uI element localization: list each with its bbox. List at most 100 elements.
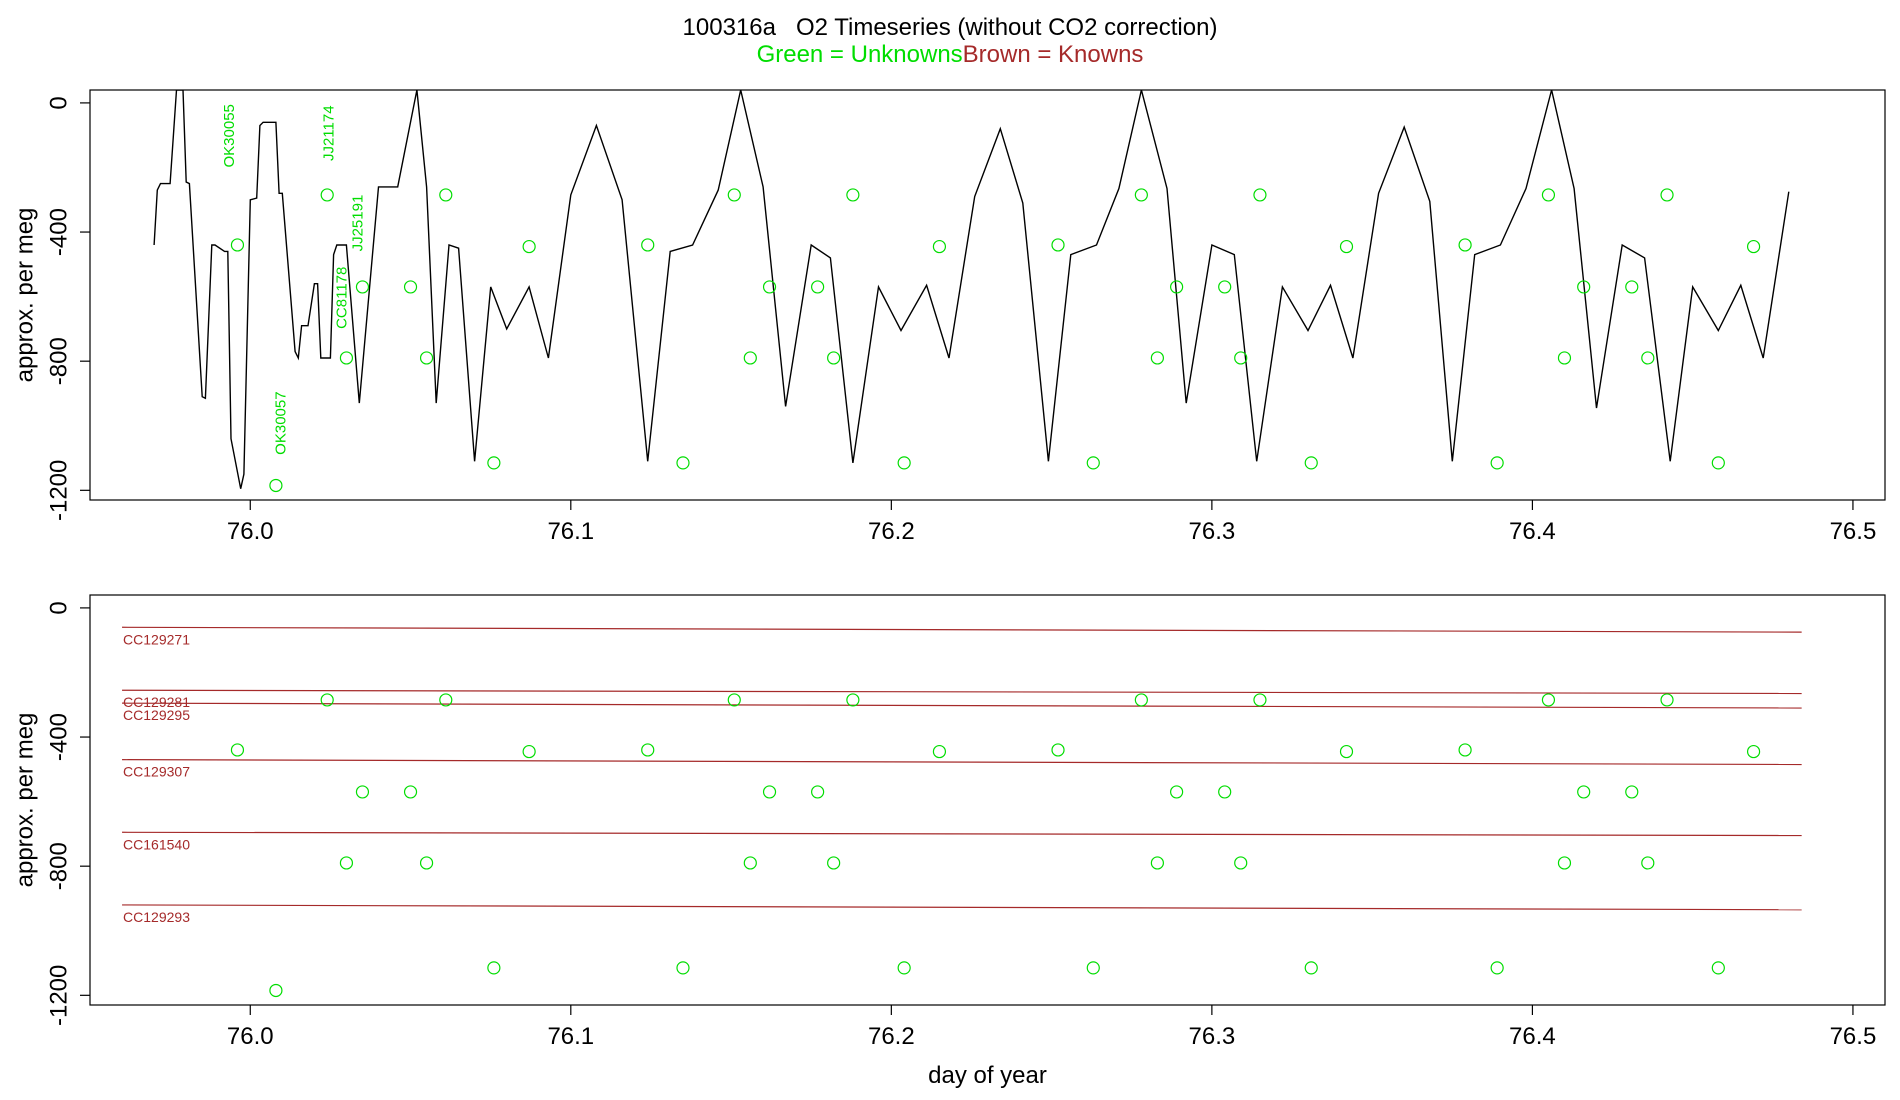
- unknown-point: [677, 962, 689, 974]
- unknown-point: [847, 694, 859, 706]
- unknown-marker: [1558, 352, 1570, 364]
- known-line: [122, 905, 1802, 910]
- unknown-marker: [421, 352, 433, 364]
- unknown-point: [1661, 694, 1673, 706]
- unknown-point: [898, 962, 910, 974]
- unknown-marker: [1151, 352, 1163, 364]
- unknown-point: [1578, 786, 1590, 798]
- unknown-marker: [488, 457, 500, 469]
- unknown-marker: [1459, 239, 1471, 251]
- unknown-point: [340, 857, 352, 869]
- y-tick-label: -800: [45, 842, 72, 890]
- unknown-marker: [898, 457, 910, 469]
- unknown-marker: [1712, 457, 1724, 469]
- y-tick-label: 0: [45, 96, 72, 109]
- unknown-marker: [728, 189, 740, 201]
- unknown-point: [1087, 962, 1099, 974]
- unknown-marker: [1254, 189, 1266, 201]
- y-tick-label: -1200: [45, 965, 72, 1026]
- unknown-marker: [1135, 189, 1147, 201]
- known-line-label: CC129307: [123, 764, 190, 780]
- unknown-point: [1254, 694, 1266, 706]
- known-line: [122, 627, 1802, 632]
- unknown-point: [1305, 962, 1317, 974]
- x-tick-label: 76.0: [227, 518, 274, 545]
- unknown-marker: [405, 281, 417, 293]
- unknown-marker: [677, 457, 689, 469]
- timeseries-line: [154, 90, 1789, 489]
- y-tick-label: -400: [45, 208, 72, 256]
- unknown-marker: [1748, 241, 1760, 253]
- unknown-marker: [1341, 241, 1353, 253]
- unknown-point: [1171, 786, 1183, 798]
- plot-frame: [90, 595, 1885, 1005]
- y-axis-label: approx. per meg: [11, 713, 38, 888]
- sample-annotation: JJ21174: [321, 105, 338, 161]
- plot-frame: [90, 90, 1885, 500]
- unknown-point: [812, 786, 824, 798]
- unknown-point: [1712, 962, 1724, 974]
- unknown-marker: [1219, 281, 1231, 293]
- unknown-marker: [1642, 352, 1654, 364]
- known-line-label: CC129293: [123, 909, 190, 925]
- y-tick-label: -800: [45, 337, 72, 385]
- unknown-point: [933, 746, 945, 758]
- unknown-marker: [1087, 457, 1099, 469]
- known-line-label: CC129295: [123, 707, 190, 723]
- unknown-marker: [933, 241, 945, 253]
- unknown-point: [488, 962, 500, 974]
- unknown-point: [1052, 744, 1064, 756]
- unknown-marker: [812, 281, 824, 293]
- unknown-point: [1626, 786, 1638, 798]
- unknown-marker: [1052, 239, 1064, 251]
- sample-annotation: JJ25191: [349, 195, 366, 252]
- x-tick-label: 76.5: [1830, 518, 1877, 545]
- x-tick-label: 76.5: [1830, 1023, 1877, 1050]
- sample-annotation: OK30055: [221, 104, 238, 167]
- unknown-marker: [828, 352, 840, 364]
- unknown-point: [523, 746, 535, 758]
- unknown-point: [744, 857, 756, 869]
- unknown-marker: [523, 241, 535, 253]
- unknown-point: [1491, 962, 1503, 974]
- unknown-point: [1642, 857, 1654, 869]
- x-tick-label: 76.0: [227, 1023, 274, 1050]
- y-tick-label: 0: [45, 601, 72, 614]
- unknown-point: [642, 744, 654, 756]
- x-tick-label: 76.2: [868, 518, 915, 545]
- unknown-marker: [356, 281, 368, 293]
- known-line: [122, 690, 1802, 693]
- x-tick-label: 76.3: [1189, 518, 1236, 545]
- unknown-marker: [340, 352, 352, 364]
- unknown-point: [764, 786, 776, 798]
- unknown-marker: [1626, 281, 1638, 293]
- sample-annotation: CC81178: [333, 267, 350, 329]
- unknown-marker: [642, 239, 654, 251]
- x-tick-label: 76.2: [868, 1023, 915, 1050]
- unknown-marker: [1491, 457, 1503, 469]
- unknown-point: [1459, 744, 1471, 756]
- x-tick-label: 76.4: [1509, 1023, 1556, 1050]
- unknown-marker: [270, 479, 282, 491]
- unknown-marker: [321, 189, 333, 201]
- unknown-point: [270, 984, 282, 996]
- unknown-point: [828, 857, 840, 869]
- unknown-point: [1542, 694, 1554, 706]
- x-tick-label: 76.1: [547, 1023, 594, 1050]
- known-line-label: CC129271: [123, 631, 190, 647]
- x-tick-label: 76.1: [547, 518, 594, 545]
- unknown-marker: [1542, 189, 1554, 201]
- y-axis-label: approx. per meg: [11, 208, 38, 383]
- timeseries-panel: 76.0 76.1 76.2 76.3 76.4 76.5 0 -400 -800 -1200 ap…: [11, 90, 1885, 545]
- unknown-point: [1558, 857, 1570, 869]
- x-tick-label: 76.4: [1509, 518, 1556, 545]
- y-tick-label: -1200: [45, 460, 72, 521]
- unknown-point: [1748, 746, 1760, 758]
- unknown-point: [405, 786, 417, 798]
- unknown-marker: [231, 239, 243, 251]
- y-tick-label: -400: [45, 713, 72, 761]
- x-axis-label: day of year: [928, 1062, 1047, 1089]
- x-tick-label: 76.3: [1189, 1023, 1236, 1050]
- knowns-unknowns-panel: 76.0 76.1 76.2 76.3 76.4 76.5 0 -400 -800 -1200 ap…: [11, 595, 1885, 1089]
